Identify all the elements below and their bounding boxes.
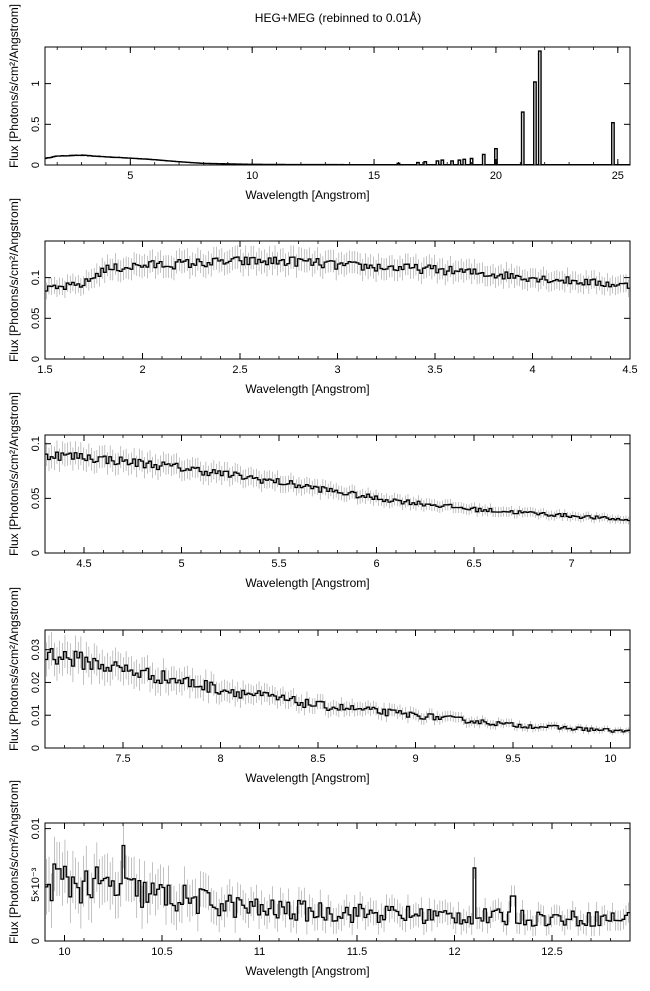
y-axis-label: Flux [Photons/s/cm²/Angstrom] xyxy=(7,587,21,751)
x-tick-label: 6.5 xyxy=(466,558,481,570)
spectrum-line xyxy=(45,256,630,292)
x-axis-label: Wavelength [Angstrom] xyxy=(245,771,369,785)
spectrum-line xyxy=(45,451,630,522)
y-tick-label: 0.03 xyxy=(30,639,42,660)
y-axis-label: Flux [Photons/s/cm²/Angstrom] xyxy=(7,392,21,556)
x-tick-label: 4.5 xyxy=(622,364,637,376)
y-tick-label: 0 xyxy=(30,162,42,168)
x-tick-label: 20 xyxy=(490,170,502,182)
y-tick-label: 0.5 xyxy=(30,117,42,132)
plot-frame xyxy=(44,434,631,554)
spectrum-line xyxy=(45,50,630,166)
x-tick-label: 11 xyxy=(254,946,265,958)
y-axis-label: Flux [Photons/s/cm²/Angstrom] xyxy=(7,198,21,362)
panel-2: 1.5 2 2.5 3 3.5 4 4.5 0 0.05 0.1 Wavelength [Angst… xyxy=(7,198,638,396)
x-tick-label: 10.5 xyxy=(151,946,172,958)
y-tick-label: 0.1 xyxy=(30,436,42,451)
y-tick-label: 5×10⁻³ xyxy=(30,867,42,902)
x-tick-label: 9.5 xyxy=(505,753,520,765)
x-axis-label: Wavelength [Angstrom] xyxy=(245,382,369,396)
x-axis-label: Wavelength [Angstrom] xyxy=(245,576,369,590)
x-tick-label: 10 xyxy=(58,946,70,958)
x-tick-label: 2 xyxy=(139,364,145,376)
x-tick-label: 5.5 xyxy=(271,558,286,570)
y-tick-label: 0 xyxy=(30,745,42,751)
x-tick-label: 1.5 xyxy=(37,364,52,376)
plot-frame xyxy=(44,629,631,749)
panel-1: 5 10 15 20 25 0 0.5 1 Wavelength [Angstrom] Flux … xyxy=(7,4,631,202)
y-tick-label: 0.05 xyxy=(30,488,42,509)
x-tick-label: 6 xyxy=(373,558,379,570)
y-tick-label: 1 xyxy=(30,81,42,87)
x-tick-label: 12 xyxy=(448,946,460,958)
x-tick-label: 8.5 xyxy=(310,753,325,765)
plot-frame xyxy=(44,822,631,942)
x-axis-label: Wavelength [Angstrom] xyxy=(245,964,369,978)
y-tick-label: 0.05 xyxy=(30,308,42,329)
x-tick-label: 4 xyxy=(529,364,535,376)
x-tick-label: 5 xyxy=(178,558,184,570)
y-tick-label: 0 xyxy=(30,550,42,556)
panel-4: 7.5 8 8.5 9 9.5 10 0 0.01 0.02 0.03 Wavelength [An… xyxy=(7,587,631,785)
x-tick-label: 9 xyxy=(412,753,418,765)
y-tick-label: 0.01 xyxy=(30,818,42,839)
x-tick-label: 2.5 xyxy=(232,364,247,376)
y-tick-label: 0.02 xyxy=(30,672,42,693)
error-bars xyxy=(46,631,629,736)
x-axis-label: Wavelength [Angstrom] xyxy=(245,188,369,202)
figure-title: HEG+MEG (rebinned to 0.01Å) xyxy=(255,10,421,25)
x-tick-label: 25 xyxy=(612,170,624,182)
x-tick-label: 15 xyxy=(368,170,380,182)
plot-frame xyxy=(44,240,631,360)
x-tick-label: 7.5 xyxy=(115,753,130,765)
error-bars xyxy=(46,245,629,300)
y-axis-label: Flux [Photons/s/cm²/Angstrom] xyxy=(7,780,21,944)
panel-5: 10 10.5 11 11.5 12 12.5 0 5×10⁻³ 0.01 Wavelength … xyxy=(7,780,631,978)
y-tick-label: 0 xyxy=(30,938,42,944)
x-tick-label: 10 xyxy=(246,170,258,182)
x-tick-label: 3.5 xyxy=(427,364,442,376)
y-tick-label: 0.1 xyxy=(30,270,42,285)
x-tick-label: 8 xyxy=(217,753,223,765)
x-tick-label: 3 xyxy=(334,364,340,376)
spectrum-line xyxy=(45,844,630,927)
panel-3: 4.5 5 5.5 6 6.5 7 0 0.05 0.1 Wavelength [Angstrom… xyxy=(7,392,631,590)
plot-frame xyxy=(44,46,631,166)
x-tick-label: 11.5 xyxy=(347,946,368,958)
x-tick-label: 5 xyxy=(127,170,133,182)
y-axis-label: Flux [Photons/s/cm²/Angstrom] xyxy=(7,4,21,168)
y-tick-label: 0.01 xyxy=(30,705,42,726)
y-tick-label: 0 xyxy=(30,356,42,362)
error-bars xyxy=(46,440,629,525)
x-tick-label: 10 xyxy=(604,753,616,765)
x-tick-label: 12.5 xyxy=(541,946,562,958)
x-tick-label: 7 xyxy=(568,558,574,570)
x-tick-label: 4.5 xyxy=(76,558,91,570)
spectrum-line xyxy=(45,648,630,733)
